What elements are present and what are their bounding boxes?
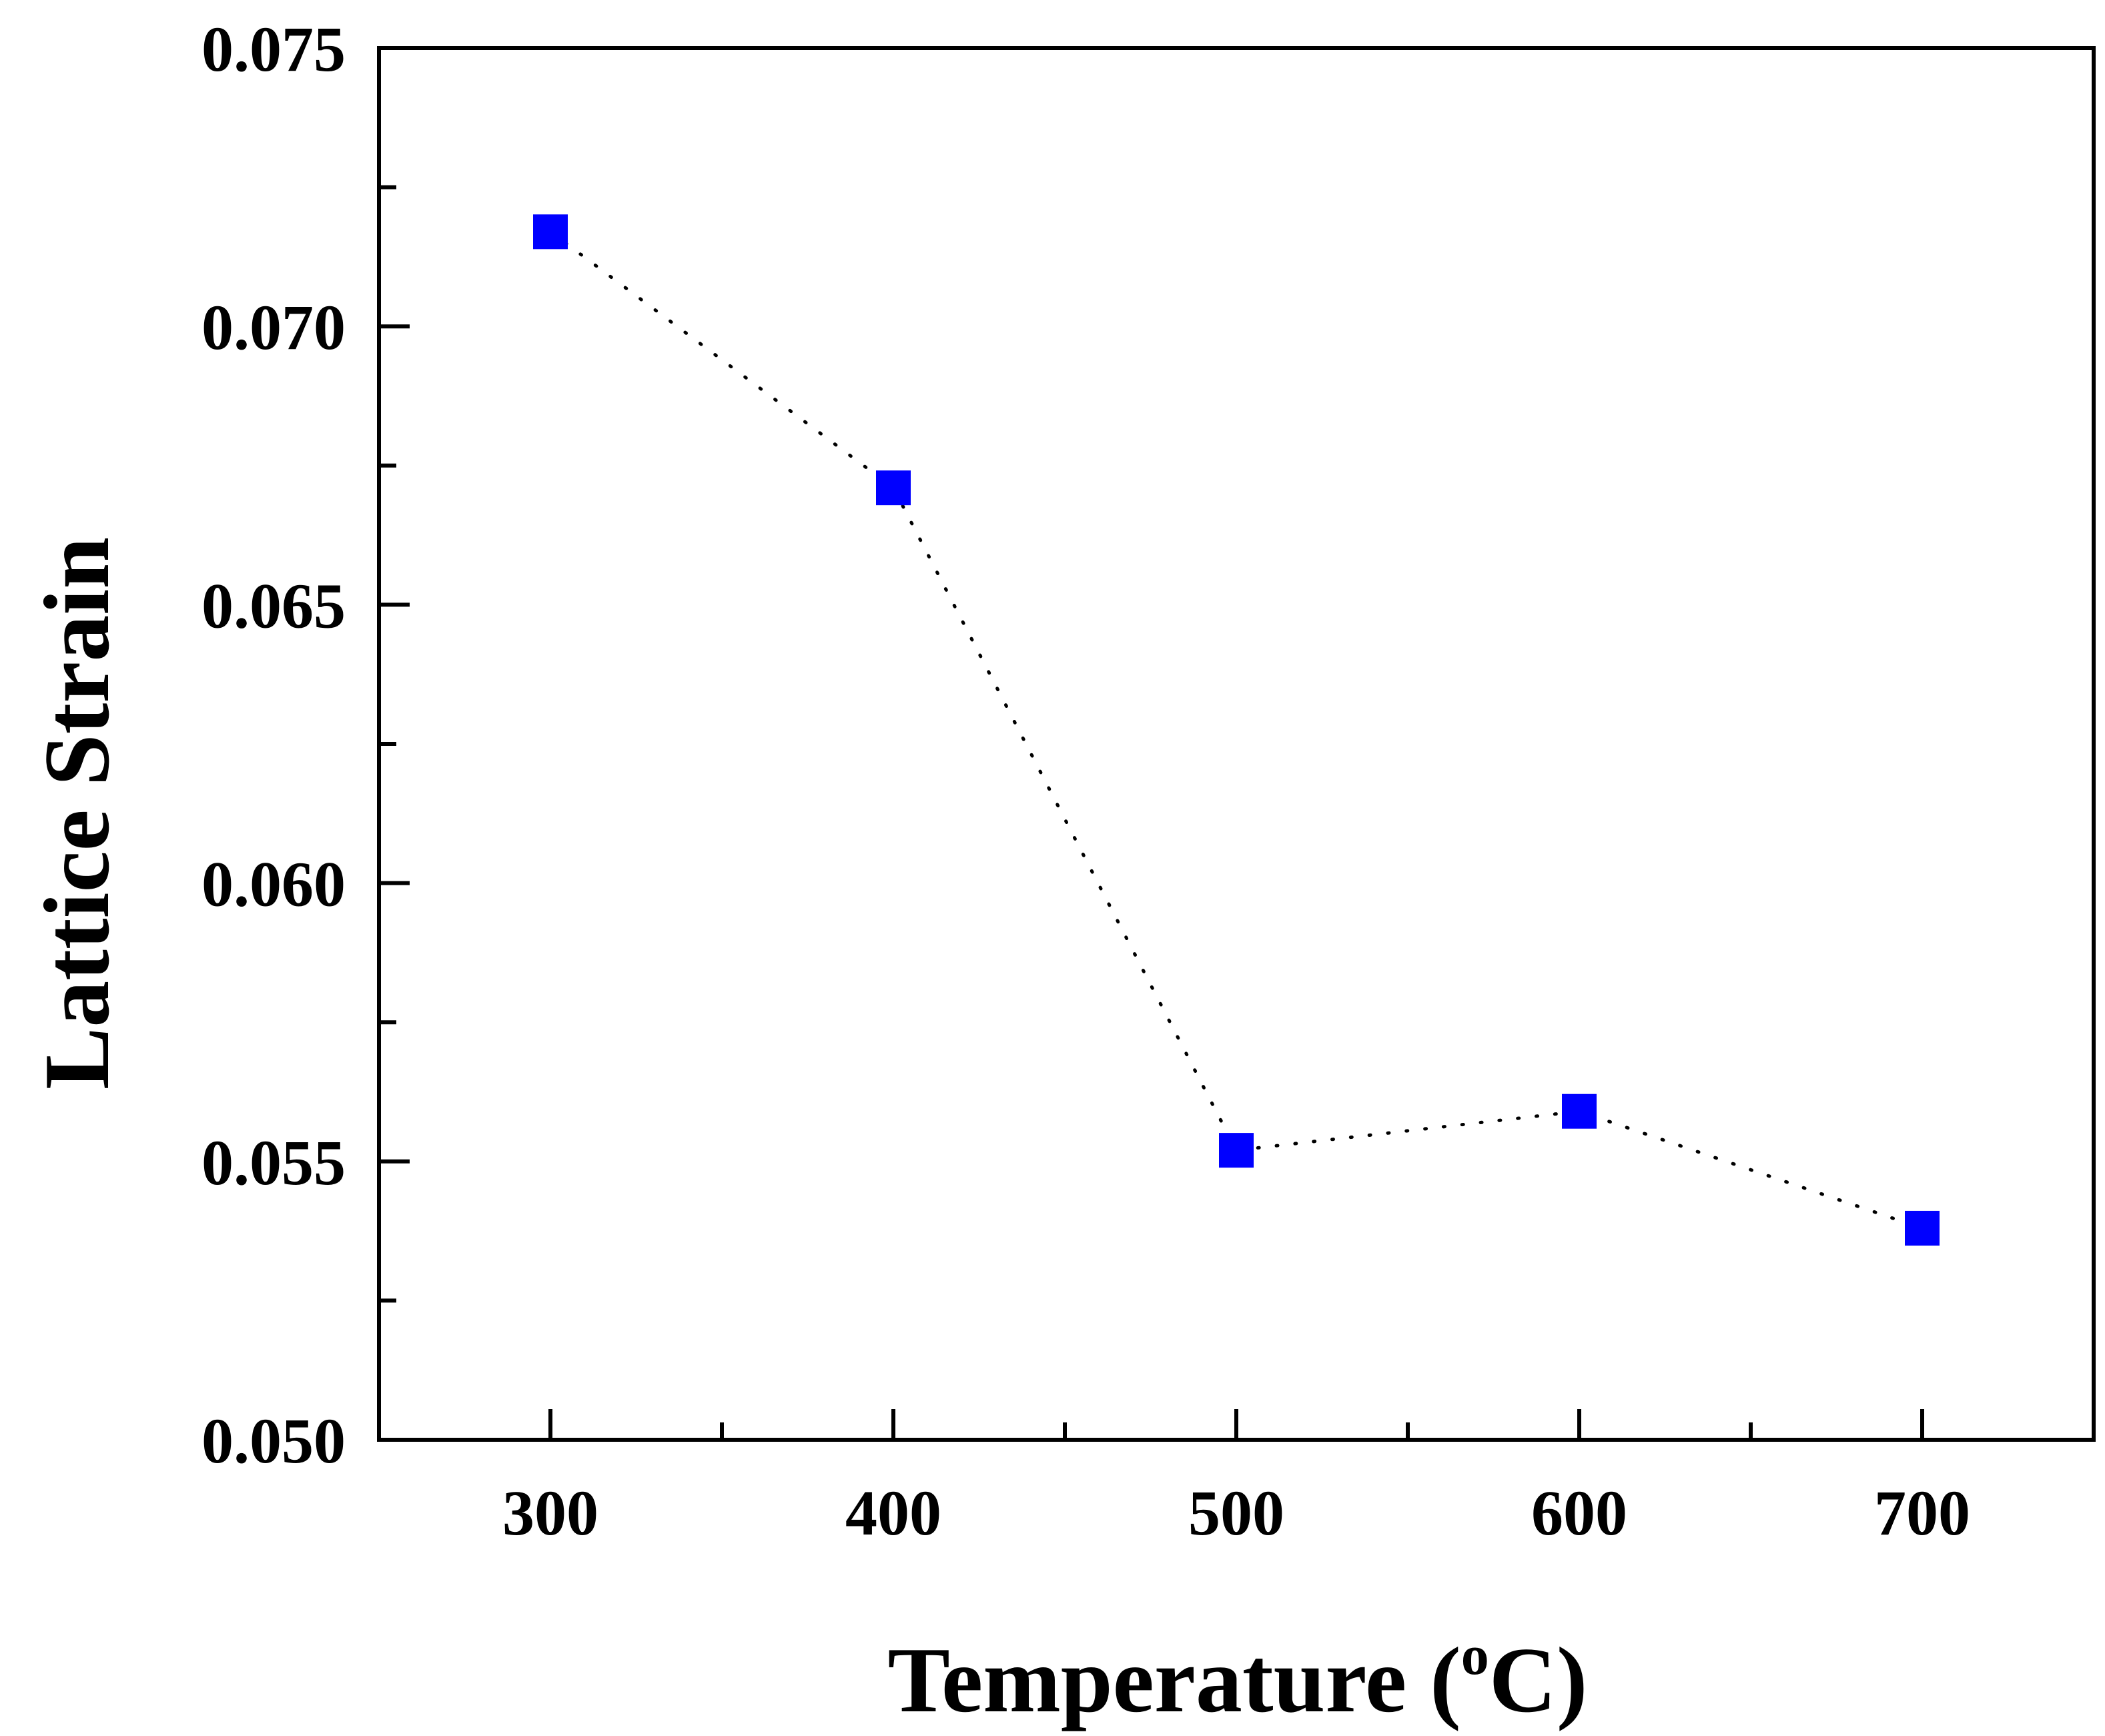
x-tick-label: 500 xyxy=(1188,1477,1284,1549)
x-axis-title-main: Temperature ( xyxy=(887,1629,1460,1732)
y-axis-tick-labels: 0.050 0.055 0.060 0.065 0.070 0.075 xyxy=(201,13,346,1476)
y-tick-label: 0.065 xyxy=(201,570,346,641)
data-point-marker xyxy=(1562,1094,1597,1129)
x-axis-title-unit: C) xyxy=(1489,1629,1588,1732)
x-tick-label: 400 xyxy=(845,1477,941,1549)
y-axis-ticks xyxy=(379,46,410,1442)
plot-frame xyxy=(377,46,2096,1442)
series-connector-line xyxy=(548,230,1924,1230)
x-axis-title-degree: o xyxy=(1461,1625,1489,1687)
y-tick-label: 0.060 xyxy=(201,849,346,920)
x-axis-ticks xyxy=(548,1409,1924,1440)
series-markers xyxy=(533,214,1940,1246)
x-axis-title: Temperature (oC) xyxy=(887,1625,1587,1732)
data-point-marker xyxy=(533,214,568,250)
data-point-marker xyxy=(1905,1210,1940,1246)
y-tick-label: 0.075 xyxy=(201,13,346,85)
y-tick-label: 0.070 xyxy=(201,292,346,363)
x-tick-label: 700 xyxy=(1874,1477,1970,1549)
x-tick-label: 300 xyxy=(502,1477,598,1549)
data-point-marker xyxy=(876,470,911,506)
y-axis-title: Lattice Strain xyxy=(25,537,129,1090)
x-tick-label: 600 xyxy=(1531,1477,1627,1549)
y-tick-label: 0.055 xyxy=(201,1127,346,1198)
x-axis-tick-labels: 300 400 500 600 700 xyxy=(502,1477,1970,1549)
data-point-marker xyxy=(1219,1133,1254,1168)
y-tick-label: 0.050 xyxy=(201,1405,346,1476)
